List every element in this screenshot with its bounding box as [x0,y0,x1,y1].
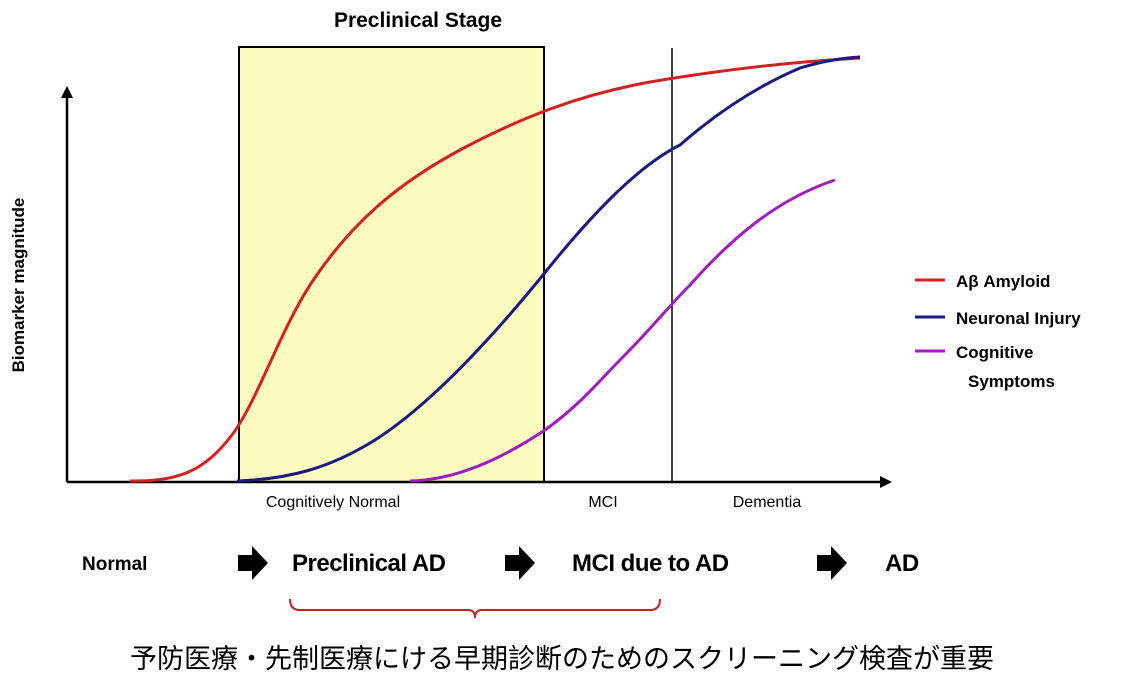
progression-step-preclinical-ad: Preclinical AD [292,550,446,577]
phase-label-dementia: Dementia [733,494,802,511]
right-arrow-icon [238,546,268,580]
progression-step-normal: Normal [82,554,147,575]
preclinical-stage-title: Preclinical Stage [334,9,502,32]
legend-label-neuronal-injury: Neuronal Injury [956,309,1081,328]
progression-flow: Normal Preclinical AD MCI due to AD AD [82,546,919,580]
legend-label-cognitive: Cognitive [956,343,1033,362]
caption: 予防医療・先制医療にける早期診断のためのスクリーニング検査が重要 [130,644,994,675]
phase-label-mci: MCI [588,494,617,511]
amyloid-curve [129,56,861,483]
screening-bracket [289,598,661,619]
progression-step-mci-due-to-ad: MCI due to AD [572,550,729,577]
right-arrow-icon [505,546,535,580]
phase-label-cognitively-normal: Cognitively Normal [266,494,400,511]
legend-label-symptoms: Symptoms [968,372,1055,391]
preclinical-stage-box [238,46,545,483]
neuronal-injury-curve [236,55,861,483]
right-arrow-icon [817,546,847,580]
y-axis-label: Biomarker magnitude [9,198,28,373]
legend-label-amyloid: Aβ Amyloid [956,272,1050,291]
legend: Aβ Amyloid Neuronal Injury Cognitive Sym… [915,272,1081,391]
progression-step-ad: AD [885,550,919,577]
cognitive-symptoms-curve [409,178,836,483]
